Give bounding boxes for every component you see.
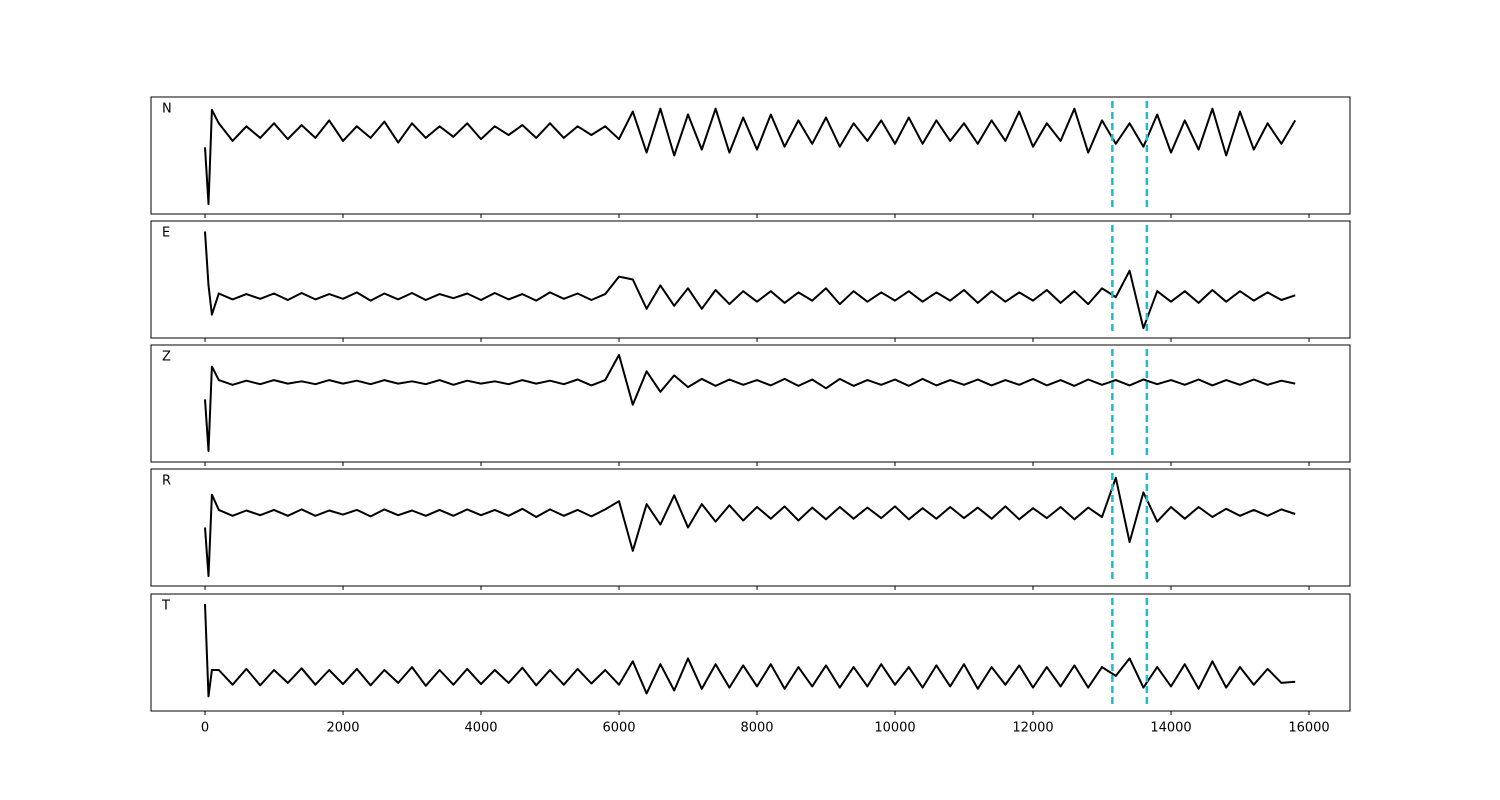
panel-label: N (162, 102, 172, 117)
x-tick-label: 10000 (874, 721, 915, 736)
trace (204, 107, 1297, 206)
panel-frame (150, 593, 1351, 712)
x-tick-label: 16000 (1288, 721, 1329, 736)
x-tick-label: 12000 (1012, 721, 1053, 736)
panel-label: R (162, 474, 171, 489)
panel-frame (150, 344, 1351, 463)
panel-label: E (162, 226, 170, 241)
x-tick-label: 6000 (602, 721, 635, 736)
x-tick-label: 2000 (326, 721, 359, 736)
x-tick-label: 14000 (1150, 721, 1191, 736)
trace (204, 231, 1296, 330)
panel-frame (150, 468, 1351, 587)
trace (204, 476, 1296, 578)
trace (204, 353, 1296, 452)
x-tick-label: 4000 (464, 721, 497, 736)
panel-label: Z (162, 350, 171, 365)
x-tick-label: 8000 (740, 721, 773, 736)
trace (204, 603, 1296, 698)
panel-label: T (161, 599, 170, 614)
x-tick-label: 0 (201, 721, 209, 736)
panel-frame (150, 220, 1351, 339)
panel-frame (150, 96, 1351, 215)
